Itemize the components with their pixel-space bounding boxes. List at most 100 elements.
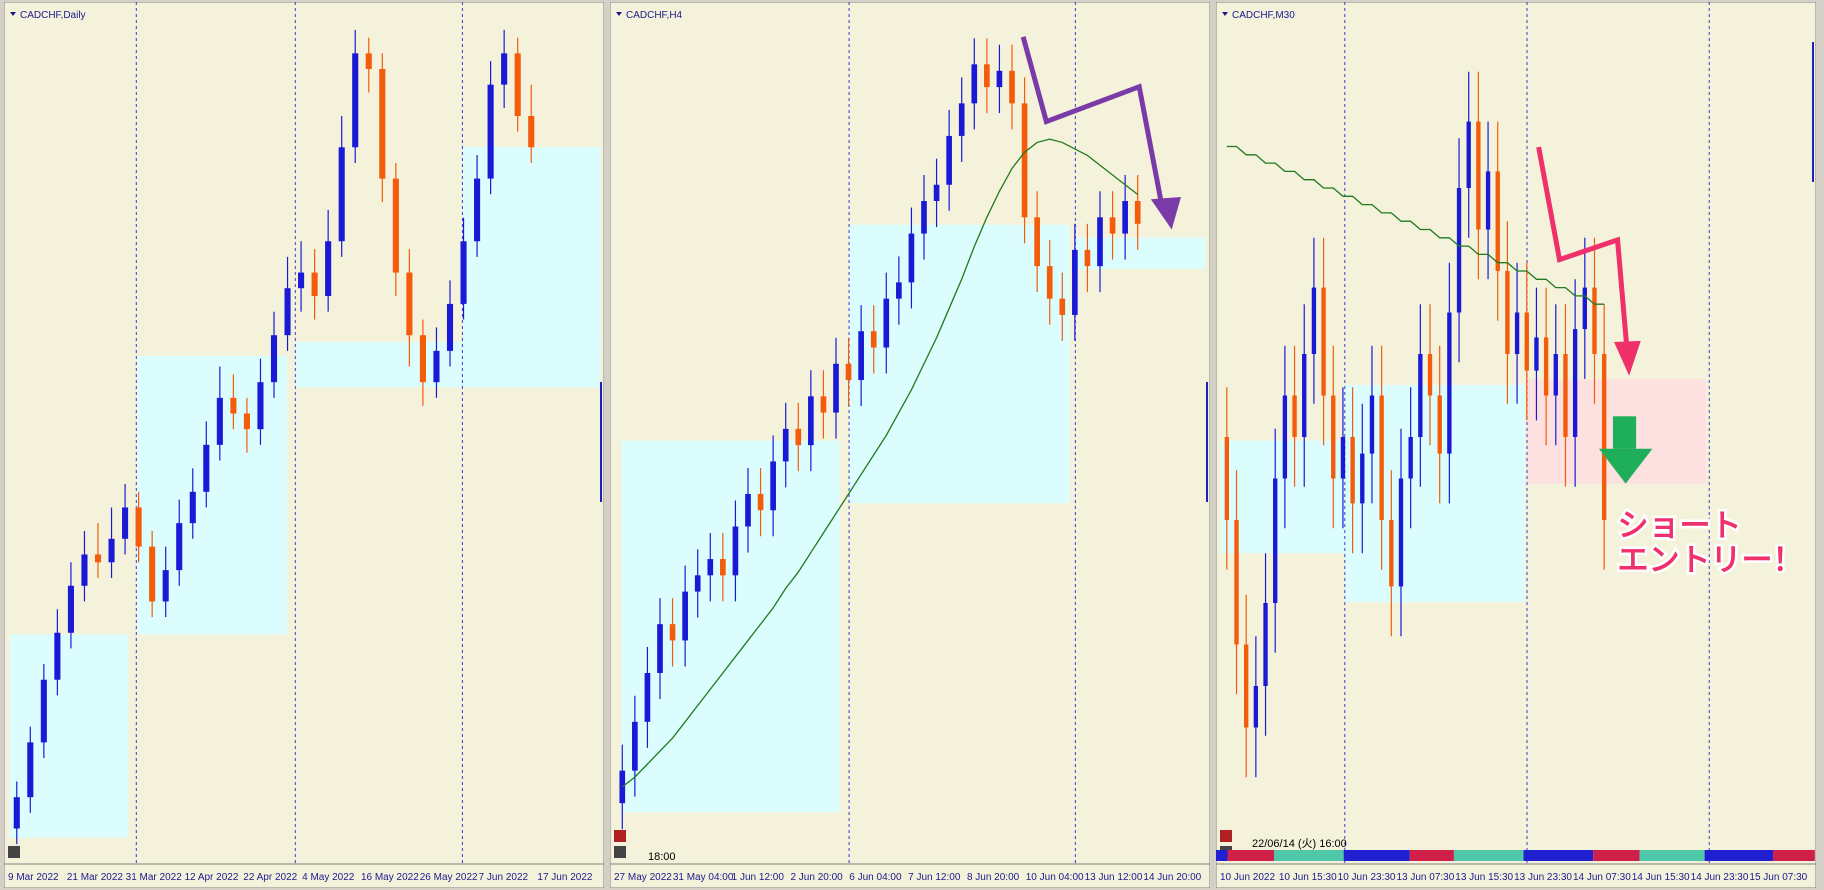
session-bar [1639,850,1705,861]
session-bar [1274,850,1344,861]
candle-body [81,554,88,586]
candle-body [644,672,651,722]
x-tick-label: 13 Jun 15:30 [1455,872,1513,883]
candle-body [908,233,915,283]
candle-body [1389,520,1394,587]
candle-body [707,559,714,576]
moving-average [621,138,1139,788]
candle-body [896,282,902,299]
candle-body [1109,217,1116,234]
candle-body [1253,686,1259,728]
candle-body [1321,287,1326,396]
candle-body [298,272,305,289]
candle-body [230,397,237,414]
moving-average [1226,145,1605,305]
candle-body [1360,453,1365,504]
candle-body [1601,354,1607,520]
candle-body [1282,395,1288,479]
x-tick-label: 10 Jun 04:00 [1026,872,1084,883]
candle-body [1263,603,1268,686]
candle-body [338,147,345,242]
candle-body [1379,395,1384,520]
session-bar [1409,850,1454,861]
annotation: ショート [1618,508,1742,544]
x-tick-label: 22 Apr 2022 [243,872,297,883]
candle-body [1302,354,1307,437]
candle-body [352,53,359,148]
candle-body [189,491,196,524]
axis-strip [4,863,604,888]
candle-body [1273,478,1278,603]
candle-body [27,742,34,798]
x-tick-label: 16 May 2022 [361,872,419,883]
x-tick-label: 31 Mar 2022 [126,872,183,883]
x-tick-label: 1 Jun 12:00 [732,872,785,883]
candle-body [392,178,399,273]
candle-body [984,64,990,88]
candle-body [1122,201,1128,234]
candle-body [732,526,739,576]
candle-body [1059,298,1066,315]
candle-body [921,201,927,234]
x-tick-label: 12 Apr 2022 [184,872,238,883]
candle-body [1476,121,1481,230]
toolbar-button [614,830,626,842]
session-bar [1227,850,1275,861]
toolbar-button [8,846,20,858]
candle-body [487,84,494,179]
x-tick-label: 14 Jun 23:30 [1691,872,1749,883]
zone [9,634,129,838]
x-tick-label: 10 Jun 15:30 [1279,872,1337,883]
candle-body [1456,188,1462,313]
chart-window: CADCHF,M30 10 Jun 2022 10 Jun 15:30 10 Jun … [1216,2,1816,888]
x-tick-label: 13 Jun 07:30 [1396,872,1454,883]
candle-body [365,53,372,69]
candle-body [1398,478,1404,587]
candle-body [720,559,726,576]
candle-body [1134,201,1141,224]
candle-body [311,272,318,297]
candle-body [682,591,688,641]
candle-body [1331,395,1336,479]
annotation: エントリー！ [1618,543,1804,579]
candle-body [1495,171,1500,271]
candle-body [619,770,626,804]
candle-body [1514,312,1520,354]
x-tick-label: 10 Jun 2022 [1220,872,1275,883]
candle-body [284,288,291,336]
candle-body [883,298,890,348]
candle-body [1408,437,1413,479]
candle-body [243,413,250,430]
candle-body [501,53,508,85]
axis-strip [610,863,1210,888]
x-tick-label: 7 Jun 2022 [479,872,529,883]
session-bar [1593,850,1640,861]
title-icon [616,12,622,16]
arrow-head [1614,340,1641,376]
candle-body [1046,266,1053,299]
candle-body [745,493,751,527]
candle-body [149,546,156,602]
candle-body [1534,337,1539,371]
candle-body [1021,103,1028,218]
x-tick-label: 2 Jun 20:00 [790,872,843,883]
x-tick-label: 4 May 2022 [302,872,355,883]
candle-body [474,178,481,242]
entry-arrow-head [1598,448,1653,484]
session-bar [1773,850,1815,861]
candle-body [122,507,129,539]
candle-body [13,797,20,829]
x-tick-label: 9 Mar 2022 [8,872,59,883]
x-tick-label: 13 Jun 12:00 [1085,872,1143,883]
candle-body [996,70,1003,88]
session-bar [1343,850,1410,861]
candle-body [1466,121,1471,188]
entry-arrow-body [1612,416,1637,449]
title-icon [1222,12,1228,16]
candle-body [971,64,978,104]
candle-body [1084,249,1091,267]
candle-body [1592,287,1597,354]
zone [1075,237,1206,269]
chart-window: CADCHF,Daily 9 Mar 2022 21 Mar 2022 31 Mar … [4,2,604,888]
